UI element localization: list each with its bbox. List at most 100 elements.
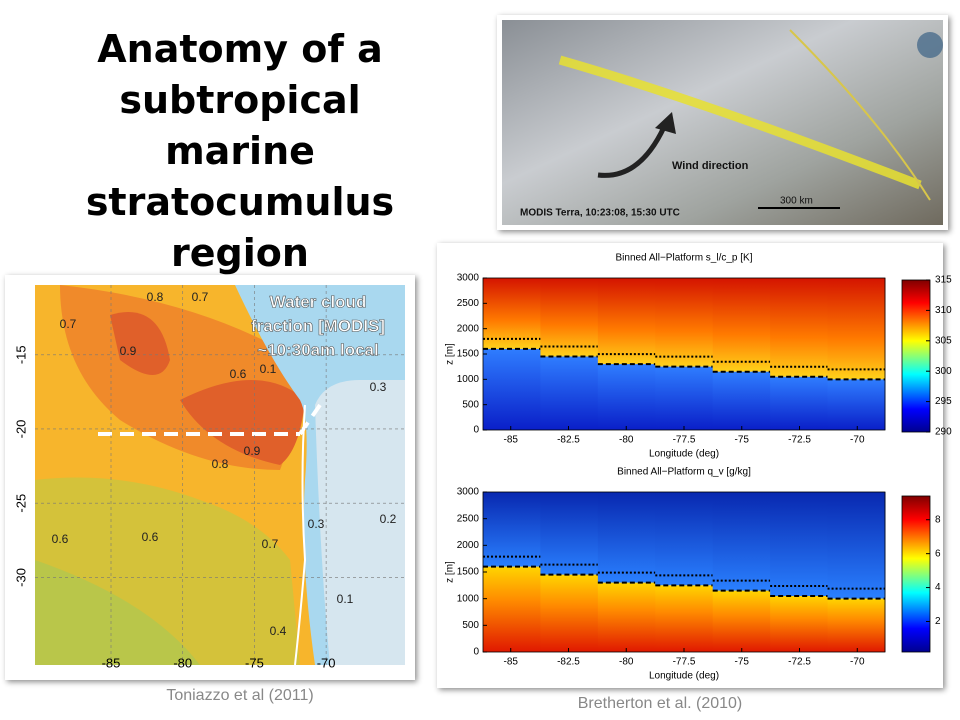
- contour-label: 0.9: [120, 344, 137, 358]
- contour-label: 0.1: [337, 592, 354, 606]
- contour-label: 0.1: [260, 362, 277, 376]
- x-tick-label: -82.5: [557, 657, 580, 668]
- panel-title: Binned All−Platform q_v [g/kg]: [617, 467, 751, 478]
- profile-layer: [597, 364, 656, 430]
- x-tick-label: -85: [503, 657, 518, 668]
- colorbar-tick-label: 310: [935, 305, 952, 316]
- y-tick-label: -15: [13, 345, 28, 364]
- profile-layer: [597, 492, 656, 583]
- profile-layer: [712, 371, 771, 430]
- y-tick-label: 1000: [457, 593, 480, 604]
- contour-label: 0.6: [230, 367, 247, 381]
- x-tick-label: -82.5: [557, 435, 580, 446]
- profile-layer: [483, 348, 541, 430]
- y-tick-label: 0: [473, 647, 479, 658]
- y-tick-label: 2500: [457, 513, 480, 524]
- contour-label: 0.8: [147, 290, 164, 304]
- y-tick-label: 500: [462, 399, 479, 410]
- x-tick-label: -72.5: [788, 435, 811, 446]
- x-axis-label: Longitude (deg): [649, 449, 719, 460]
- profile-layer: [827, 278, 886, 380]
- colorbar-tick-label: 305: [935, 335, 952, 346]
- profile-layer: [827, 492, 886, 599]
- x-tick-label: -80: [619, 657, 634, 668]
- profile-layer: [770, 596, 829, 652]
- colorbar-tick-label: 295: [935, 396, 952, 407]
- contour-label: 0.8: [212, 457, 229, 471]
- profile-layer: [712, 278, 771, 372]
- y-tick-label: 3000: [457, 487, 480, 498]
- colorbar-tick-label: 290: [935, 427, 952, 438]
- map-annotation: Water cloud: [270, 292, 367, 311]
- profiles-credit: Bretherton et al. (2010): [578, 695, 743, 712]
- y-tick-label: 2500: [457, 298, 480, 309]
- profile-layer: [597, 278, 656, 365]
- x-tick-label: -80: [619, 435, 634, 446]
- contour-label: 0.6: [142, 530, 159, 544]
- profile-layer: [540, 278, 599, 357]
- y-tick-label: 2000: [457, 323, 480, 334]
- profile-layer: [827, 598, 886, 652]
- profile-layer: [483, 566, 541, 652]
- profile-layer: [483, 492, 541, 567]
- colorbar: [901, 279, 931, 433]
- x-axis-label: Longitude (deg): [649, 671, 719, 682]
- x-tick-label: -80: [173, 655, 192, 670]
- contour-label: 0.4: [270, 624, 287, 638]
- x-tick-label: -85: [102, 655, 121, 670]
- y-tick-label: 1500: [457, 567, 480, 578]
- colorbar-tick-label: 8: [935, 514, 941, 525]
- profile-layer: [770, 492, 829, 596]
- profile-layer: [540, 492, 599, 575]
- profile-layer: [712, 492, 771, 591]
- cloud-fraction-map: [5, 275, 415, 680]
- y-tick-label: 3000: [457, 273, 480, 284]
- wind-label: Wind direction: [672, 160, 749, 172]
- map-annotation: ~10:30am local: [257, 340, 378, 359]
- x-tick-label: -77.5: [673, 657, 696, 668]
- y-axis-label: z [m]: [445, 343, 456, 365]
- y-tick-label: 1500: [457, 349, 480, 360]
- profile-layer: [770, 278, 829, 377]
- colorbar-tick-label: 2: [935, 616, 941, 627]
- profile-layer: [712, 590, 771, 652]
- profile-layer: [655, 278, 714, 367]
- y-axis-label: z [m]: [445, 561, 456, 583]
- profile-layer: [540, 356, 599, 430]
- x-tick-label: -75: [735, 435, 750, 446]
- map-annotation: fraction [MODIS]: [251, 316, 385, 335]
- profile-layer: [597, 582, 656, 652]
- panel-title: Binned All−Platform s_l/c_p [K]: [615, 253, 752, 264]
- y-tick-label: 1000: [457, 374, 480, 385]
- x-tick-label: -77.5: [673, 435, 696, 446]
- colorbar-tick-label: 315: [935, 275, 952, 286]
- y-tick-label: 2000: [457, 540, 480, 551]
- map-credit: Toniazzo et al (2011): [166, 687, 313, 704]
- colorbar-tick-label: 4: [935, 582, 941, 593]
- satellite-caption: MODIS Terra, 10:23:08, 15:30 UTC: [520, 208, 680, 219]
- y-tick-label: -20: [13, 420, 28, 439]
- profile-layer: [655, 366, 714, 430]
- profile-layer: [655, 492, 714, 586]
- profile-layer: [827, 379, 886, 430]
- colorbar: [901, 495, 931, 653]
- y-tick-label: -30: [13, 568, 28, 587]
- profile-layer: [655, 585, 714, 652]
- contour-label: 0.9: [244, 444, 261, 458]
- x-tick-label: -70: [850, 657, 865, 668]
- colorbar-tick-label: 6: [935, 548, 941, 559]
- contour-label: 0.3: [370, 380, 387, 394]
- contour-label: 0.6: [52, 532, 69, 546]
- contour-label: 0.3: [308, 517, 325, 531]
- x-tick-label: -75: [245, 655, 264, 670]
- scale-label: 300 km: [780, 196, 813, 207]
- satellite-image: [497, 15, 948, 230]
- profile-layer: [540, 574, 599, 652]
- x-tick-label: -72.5: [788, 657, 811, 668]
- slide-title: Anatomy of a subtropical marine stratocu…: [85, 27, 395, 275]
- colorbar-tick-label: 300: [935, 366, 952, 377]
- x-tick-label: -85: [503, 435, 518, 446]
- profile-layer: [483, 278, 541, 349]
